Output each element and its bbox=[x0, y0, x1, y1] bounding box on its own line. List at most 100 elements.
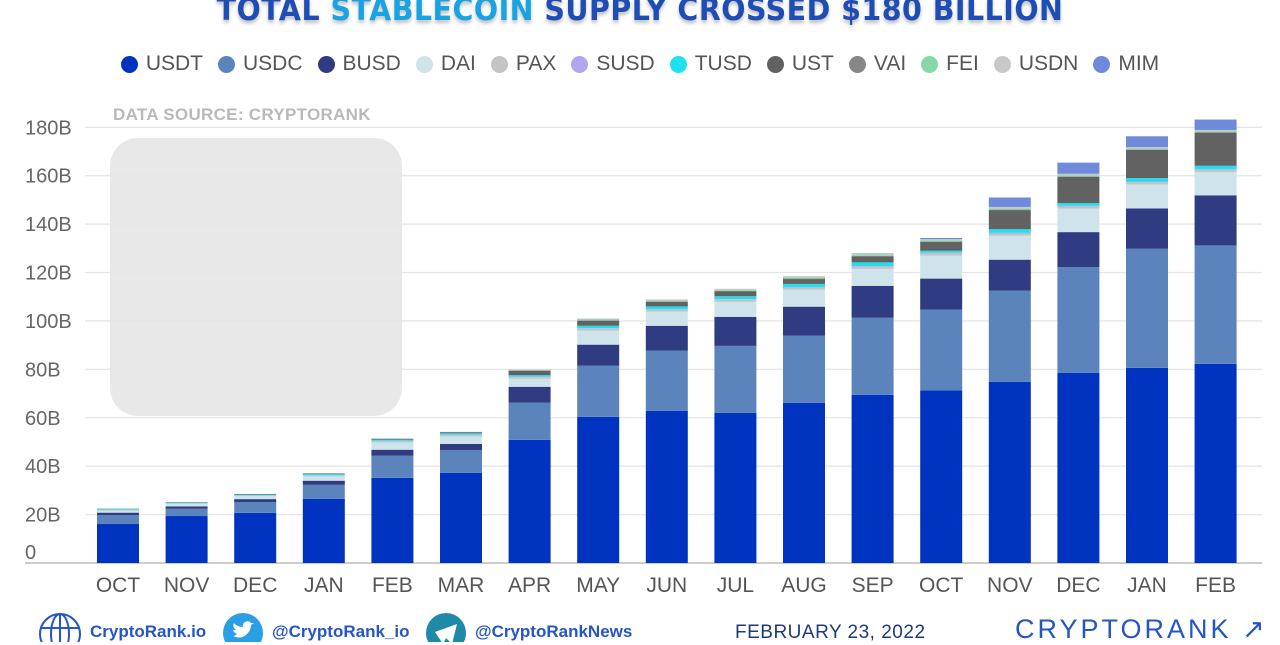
bar-segment-fei bbox=[577, 319, 619, 320]
bar-segment-usdt bbox=[166, 516, 208, 563]
bar-segment-pax bbox=[646, 310, 688, 312]
bar-segment-busd bbox=[646, 326, 688, 351]
bar-segment-usdt bbox=[97, 524, 139, 563]
x-tick-label: FEB bbox=[372, 574, 413, 597]
bar-stack-5 bbox=[440, 432, 482, 563]
bar-segment-busd bbox=[783, 307, 825, 336]
bar-segment-dai bbox=[234, 496, 276, 499]
bar-segment-dai bbox=[1057, 209, 1099, 232]
bar-stack-10 bbox=[783, 276, 825, 563]
website-link[interactable]: CryptoRank.io bbox=[38, 612, 206, 642]
bar-segment-usdt bbox=[646, 411, 688, 563]
bar-segment-busd bbox=[440, 444, 482, 450]
bar-segment-pax bbox=[303, 475, 345, 476]
bar-segment-usdc bbox=[646, 351, 688, 411]
y-tick-label: 180B bbox=[25, 117, 72, 139]
bar-segment-dai bbox=[440, 437, 482, 444]
bar-segment-usdn bbox=[714, 289, 756, 290]
y-tick-label: 20B bbox=[25, 505, 61, 527]
bar-segment-tusd bbox=[303, 474, 345, 475]
bar-segment-dai bbox=[783, 290, 825, 307]
bar-stack-2 bbox=[234, 494, 276, 563]
bar-segment-usdn bbox=[1195, 130, 1237, 131]
bar-stack-8 bbox=[646, 299, 688, 563]
bar-segment-pax bbox=[371, 441, 413, 442]
bar-segment-usdn bbox=[646, 299, 688, 300]
bar-segment-usdt bbox=[714, 413, 756, 563]
x-tick-label: NOV bbox=[164, 574, 210, 597]
bar-segment-mim bbox=[1057, 163, 1099, 174]
bar-segment-usdc bbox=[166, 509, 208, 516]
bar-segment-busd bbox=[1126, 208, 1168, 248]
bar-segment-pax bbox=[1126, 182, 1168, 184]
bar-segment-usdt bbox=[234, 513, 276, 563]
bar-segment-usdc bbox=[852, 318, 894, 395]
bar-segment-fei bbox=[1057, 175, 1099, 176]
bar-segment-ust bbox=[1126, 150, 1168, 178]
bar-segment-usdc bbox=[303, 485, 345, 499]
bar-segment-tusd bbox=[714, 296, 756, 299]
x-tick-label: NOV bbox=[987, 574, 1033, 597]
bar-segment-dai bbox=[714, 302, 756, 317]
y-tick-label: 140B bbox=[25, 214, 72, 236]
bar-segment-usdn bbox=[783, 276, 825, 277]
bar-segment-usdc bbox=[234, 502, 276, 513]
bar-segment-ust bbox=[371, 439, 413, 440]
bar-segment-tusd bbox=[783, 284, 825, 287]
bar-stack-4 bbox=[371, 438, 413, 563]
bar-segment-pax bbox=[577, 329, 619, 331]
bar-segment-busd bbox=[303, 481, 345, 485]
bar-segment-usdc bbox=[989, 291, 1031, 382]
x-tick-label: AUG bbox=[781, 574, 827, 597]
bar-segment-usdn bbox=[989, 207, 1031, 208]
bar-segment-pax bbox=[920, 253, 962, 255]
bar-stack-16 bbox=[1195, 120, 1237, 563]
x-tick-label: DEC bbox=[1056, 574, 1100, 597]
bar-segment-usdc bbox=[1126, 249, 1168, 368]
bar-segment-fei bbox=[1126, 148, 1168, 149]
bar-segment-busd bbox=[1195, 195, 1237, 245]
bar-segment-pax bbox=[989, 234, 1031, 236]
bar-segment-susd bbox=[920, 253, 962, 254]
bar-segment-usdc bbox=[714, 346, 756, 413]
bar-segment-busd bbox=[509, 387, 551, 403]
bar-stack-3 bbox=[303, 473, 345, 563]
brand-logo-text: CRYPTORANK ↗ bbox=[1015, 614, 1268, 645]
watermark-logo bbox=[110, 138, 402, 416]
bar-segment-dai bbox=[852, 269, 894, 286]
bar-segment-susd bbox=[1057, 206, 1099, 207]
telegram-icon bbox=[425, 612, 467, 642]
y-tick-label: 100B bbox=[25, 311, 72, 333]
bar-segment-mim bbox=[920, 238, 962, 239]
telegram-link[interactable]: @CryptoRankNews bbox=[425, 612, 632, 642]
bar-segment-usdn bbox=[920, 239, 962, 240]
bar-segment-usdc bbox=[440, 450, 482, 473]
bar-segment-tusd bbox=[440, 433, 482, 434]
twitter-link[interactable]: @CryptoRank_io bbox=[222, 612, 410, 642]
x-tick-label: JAN bbox=[304, 574, 344, 597]
bar-segment-fei bbox=[1195, 131, 1237, 132]
bar-segment-usdc bbox=[783, 336, 825, 403]
bar-segment-tusd bbox=[920, 251, 962, 253]
x-tick-label: DEC bbox=[233, 574, 277, 597]
bar-segment-fei bbox=[852, 255, 894, 256]
bar-segment-busd bbox=[577, 345, 619, 366]
bar-segment-dai bbox=[989, 236, 1031, 260]
bar-segment-pax bbox=[783, 288, 825, 290]
bar-segment-usdt bbox=[852, 395, 894, 563]
bar-segment-busd bbox=[97, 513, 139, 515]
bar-segment-fei bbox=[783, 277, 825, 278]
bar-segment-susd bbox=[1126, 182, 1168, 183]
y-tick-label: 0 bbox=[25, 542, 36, 564]
bar-segment-tusd bbox=[509, 375, 551, 376]
bar-segment-ust bbox=[646, 302, 688, 307]
x-tick-label: JUL bbox=[717, 574, 754, 597]
bar-segment-mim bbox=[989, 197, 1031, 206]
bar-segment-pax bbox=[234, 495, 276, 496]
bar-segment-usdc bbox=[1057, 267, 1099, 373]
bar-segment-usdt bbox=[989, 382, 1031, 563]
bar-segment-usdc bbox=[1195, 245, 1237, 363]
bar-segment-tusd bbox=[371, 440, 413, 441]
y-tick-label: 160B bbox=[25, 166, 72, 188]
